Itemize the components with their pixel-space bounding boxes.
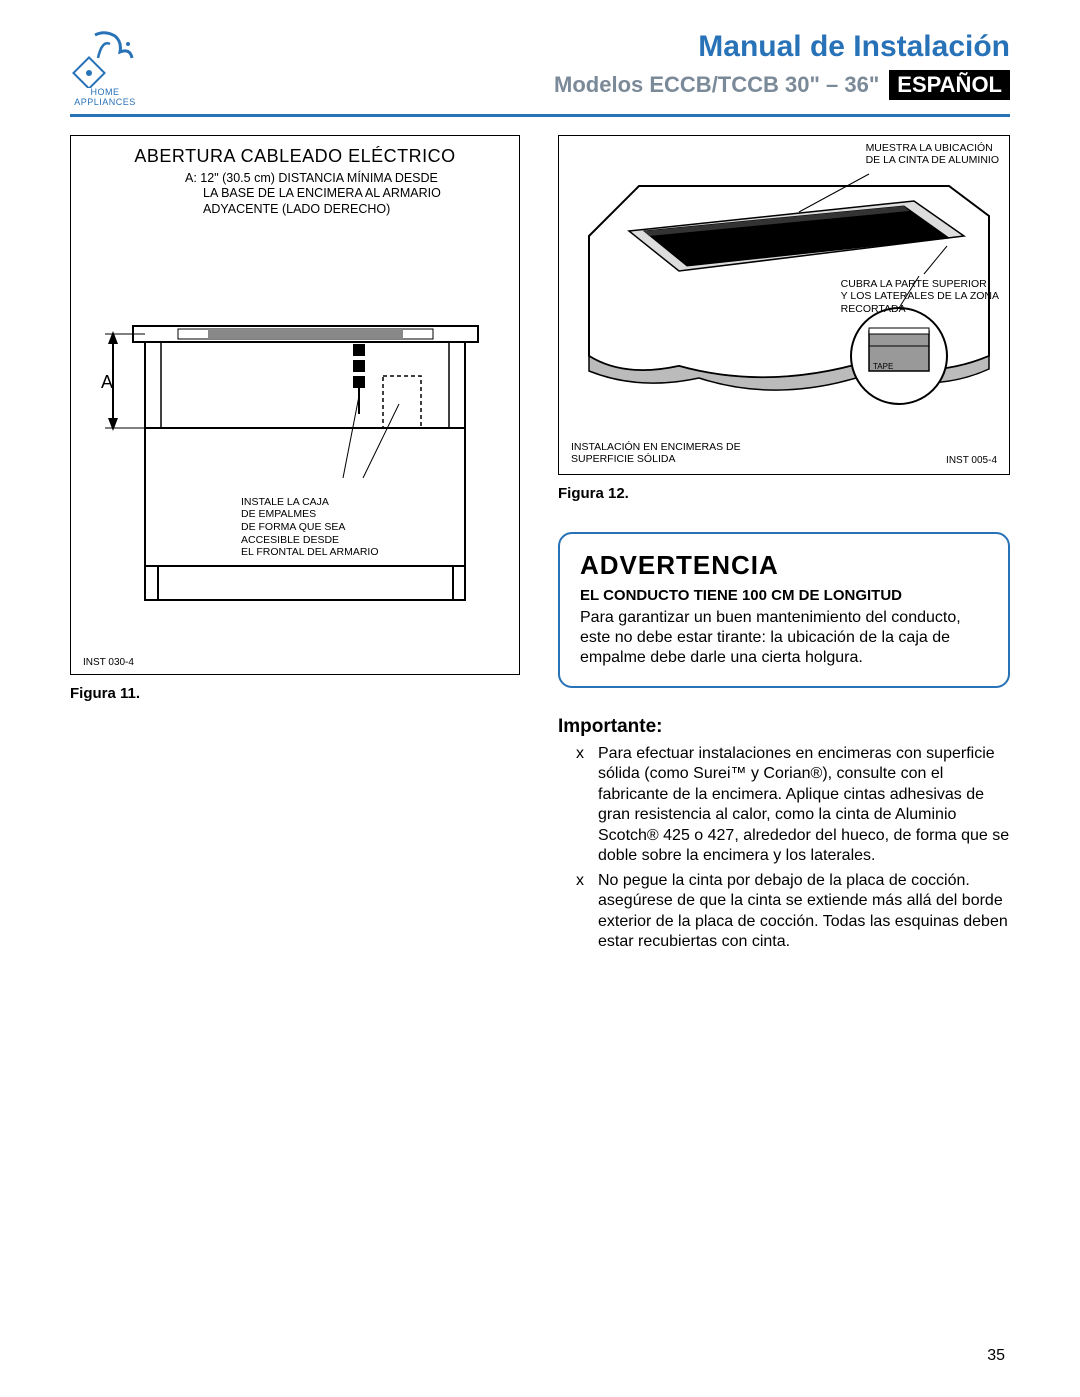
logo-text-line1: HOME (91, 87, 120, 97)
figure-12-side-label: CUBRA LA PARTE SUPERIOR Y LOS LATERALES … (841, 278, 999, 316)
figure-12-caption: Figura 12. (558, 485, 1010, 502)
brand-logo: HOME APPLIANCES (70, 30, 140, 108)
figure-11-title: ABERTURA CABLEADO ELÉCTRICO (83, 146, 507, 167)
figure-11-note: A: 12" (30.5 cm) DISTANCIA MÍNIMA DESDE … (203, 171, 507, 218)
advertencia-title: ADVERTENCIA (580, 550, 988, 581)
left-column: ABERTURA CABLEADO ELÉCTRICO A: 12" (30.5… (70, 135, 520, 957)
page-header: HOME APPLIANCES Manual de Instalación Mo… (70, 30, 1010, 117)
model-subtitle: Modelos ECCB/TCCB 30" – 36" (554, 72, 879, 98)
right-column: MUESTRA LA UBICACIÓN DE LA CINTA DE ALUM… (558, 135, 1010, 957)
manual-title: Manual de Instalación (554, 30, 1010, 64)
importante-item-1: x Para efectuar instalaciones en encimer… (576, 744, 1010, 867)
advertencia-box: ADVERTENCIA EL CONDUCTO TIENE 100 CM DE … (558, 532, 1010, 688)
importante-title: Importante: (558, 716, 1010, 738)
figure-11-box: ABERTURA CABLEADO ELÉCTRICO A: 12" (30.5… (70, 135, 520, 675)
content-columns: ABERTURA CABLEADO ELÉCTRICO A: 12" (30.5… (70, 135, 1010, 957)
fci-logo-icon (70, 30, 140, 88)
figure-12-box: MUESTRA LA UBICACIÓN DE LA CINTA DE ALUM… (558, 135, 1010, 475)
dim-a-label: A (101, 372, 113, 392)
page-number: 35 (987, 1347, 1005, 1365)
header-titles: Manual de Instalación Modelos ECCB/TCCB … (554, 30, 1010, 100)
figure-11-diagram: A (83, 226, 503, 626)
logo-text-line2: APPLIANCES (74, 97, 136, 107)
advertencia-subtitle: EL CONDUCTO TIENE 100 CM DE LONGITUD (580, 587, 988, 604)
importante-item-2: x No pegue la cinta por debajo de la pla… (576, 871, 1010, 953)
figure-12-top-label: MUESTRA LA UBICACIÓN DE LA CINTA DE ALUM… (866, 142, 999, 167)
figure-12-bottom-label: INSTALACIÓN EN ENCIMERAS DE SUPERFICIE S… (571, 441, 741, 466)
figure-11-code: INST 030-4 (83, 657, 134, 668)
figure-12-code: INST 005-4 (946, 455, 997, 466)
figure-11-callout: INSTALE LA CAJA DE EMPALMES DE FORMA QUE… (241, 496, 379, 559)
importante-section: Importante: x Para efectuar instalacione… (558, 716, 1010, 953)
svg-text:TAPE: TAPE (873, 362, 893, 371)
language-badge: ESPAÑOL (889, 70, 1010, 100)
advertencia-body: Para garantizar un buen mantenimiento de… (580, 608, 988, 668)
figure-11-caption: Figura 11. (70, 685, 520, 702)
